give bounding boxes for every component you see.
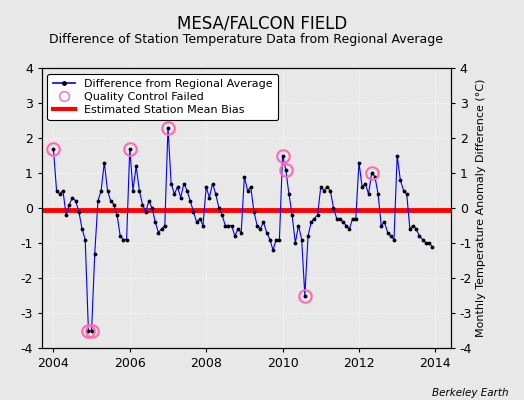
Y-axis label: Monthly Temperature Anomaly Difference (°C): Monthly Temperature Anomaly Difference (… [476, 79, 486, 337]
Text: MESA/FALCON FIELD: MESA/FALCON FIELD [177, 14, 347, 32]
Text: Berkeley Earth: Berkeley Earth [432, 388, 508, 398]
Title: Difference of Station Temperature Data from Regional Average: Difference of Station Temperature Data f… [49, 33, 443, 46]
